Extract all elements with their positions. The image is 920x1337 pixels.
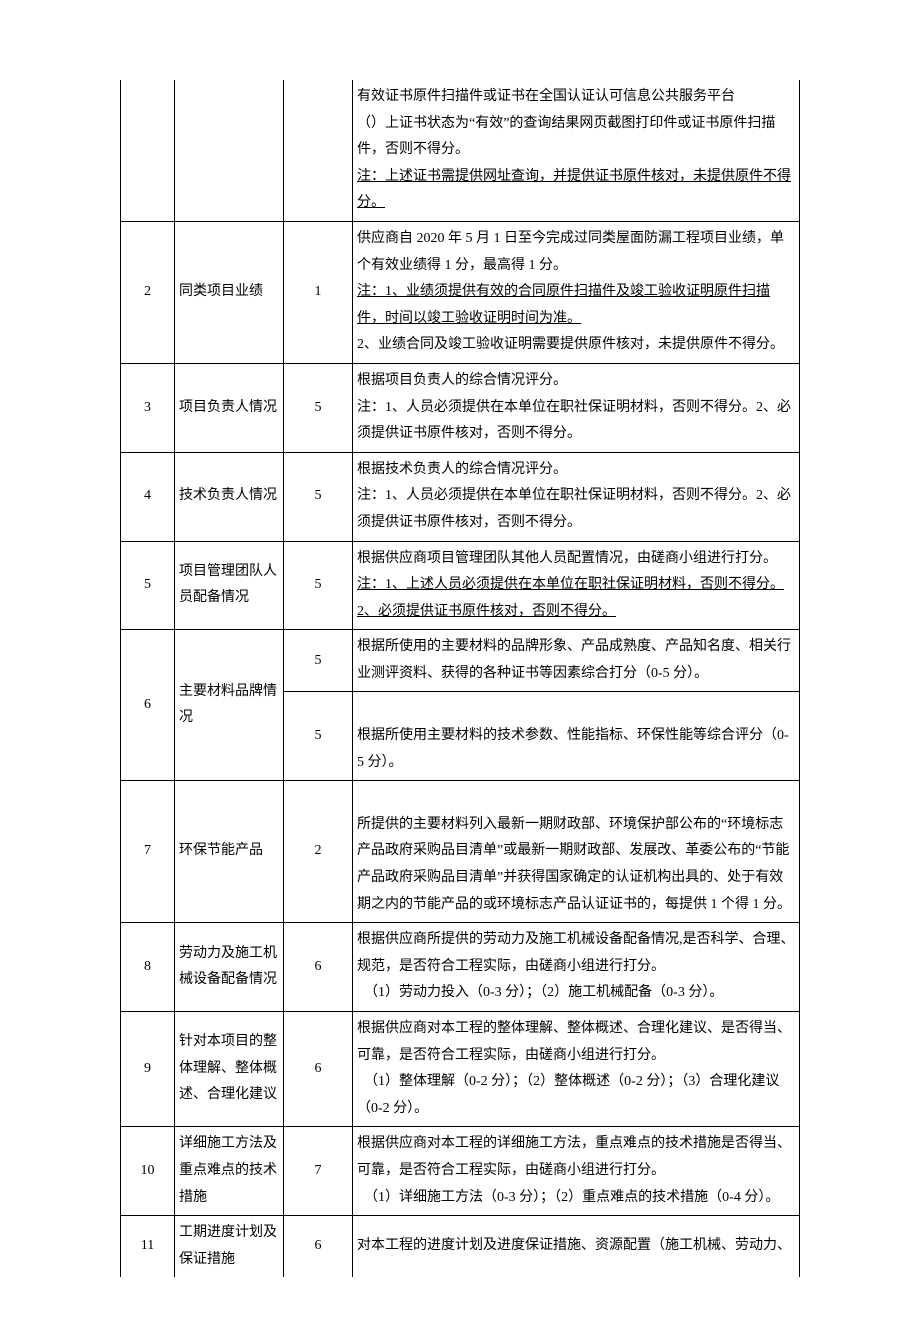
row-points <box>284 80 353 221</box>
row-name: 详细施工方法及重点难点的技术措施 <box>175 1127 284 1216</box>
row-desc: 根据供应商所提供的劳动力及施工机械设备配备情况,是否科学、合理、规范，是否符合工… <box>353 923 800 1012</box>
desc-text: 2、业绩合同及竣工验收证明需要提供原件核对，未提供原件不得分。 <box>357 337 784 352</box>
desc-text: 根据所使用的主要材料的品牌形象、产品成熟度、产品知名度、相关行业测评资料、获得的… <box>357 639 791 681</box>
row-points: 5 <box>284 692 353 781</box>
desc-text: （1）整体理解（0-2 分）；（2）整体概述（0-2 分）；（3）合理化建议（0… <box>357 1074 779 1116</box>
table-row: 11 工期进度计划及保证措施 6 对本工程的进度计划及进度保证措施、资源配置（施… <box>121 1216 800 1278</box>
desc-text-underlined: 注：1、业绩须提供有效的合同原件扫描件及竣工验收证明原件扫描件，时间以竣工验收证… <box>357 284 770 326</box>
desc-text: 根据供应商对本工程的详细施工方法，重点难点的技术措施是否得当、可靠，是否符合工程… <box>357 1136 791 1178</box>
row-number: 3 <box>121 363 175 452</box>
row-points: 2 <box>284 781 353 923</box>
row-name: 环保节能产品 <box>175 781 284 923</box>
row-name: 主要材料品牌情况 <box>175 630 284 781</box>
table-row: 9 针对本项目的整体理解、整体概述、合理化建议 6 根据供应商对本工程的整体理解… <box>121 1012 800 1127</box>
row-points: 6 <box>284 1216 353 1278</box>
row-points: 5 <box>284 452 353 541</box>
row-desc: 根据项目负责人的综合情况评分。 注：1、人员必须提供在本单位在职社保证明材料，否… <box>353 363 800 452</box>
row-desc: 根据所使用主要材料的技术参数、性能指标、环保性能等综合评分（0-5 分）。 <box>353 692 800 781</box>
row-name: 劳动力及施工机械设备配备情况 <box>175 923 284 1012</box>
table-row: 2 同类项目业绩 1 供应商自 2020 年 5 月 1 日至今完成过同类屋面防… <box>121 221 800 363</box>
row-desc: 供应商自 2020 年 5 月 1 日至今完成过同类屋面防漏工程项目业绩，单个有… <box>353 221 800 363</box>
row-number: 8 <box>121 923 175 1012</box>
desc-text: 根据供应商项目管理团队其他人员配置情况，由磋商小组进行打分。 <box>357 551 777 566</box>
table-row: 5 项目管理团队人员配备情况 5 根据供应商项目管理团队其他人员配置情况，由磋商… <box>121 541 800 630</box>
desc-text: 注：1、人员必须提供在本单位在职社保证明材料，否则不得分。2、必须提供证书原件核… <box>357 488 791 530</box>
table-row: 4 技术负责人情况 5 根据技术负责人的综合情况评分。 注：1、人员必须提供在本… <box>121 452 800 541</box>
row-desc: 根据供应商项目管理团队其他人员配置情况，由磋商小组进行打分。 注：1、上述人员必… <box>353 541 800 630</box>
table-row: 6 主要材料品牌情况 5 根据所使用的主要材料的品牌形象、产品成熟度、产品知名度… <box>121 630 800 692</box>
row-number <box>121 80 175 221</box>
row-desc: 有效证书原件扫描件或证书在全国认证认可信息公共服务平台 （）上证书状态为“有效”… <box>353 80 800 221</box>
desc-text-underlined: 注：上述证书需提供网址查询，并提供证书原件核对，未提供原件不得分。 <box>357 169 791 211</box>
row-number: 11 <box>121 1216 175 1278</box>
desc-text: 根据供应商对本工程的整体理解、整体概述、合理化建议、是否得当、可靠，是否符合工程… <box>357 1021 791 1063</box>
row-points: 6 <box>284 1012 353 1127</box>
table-row: 3 项目负责人情况 5 根据项目负责人的综合情况评分。 注：1、人员必须提供在本… <box>121 363 800 452</box>
row-points: 5 <box>284 630 353 692</box>
row-points: 5 <box>284 541 353 630</box>
table-row: 8 劳动力及施工机械设备配备情况 6 根据供应商所提供的劳动力及施工机械设备配备… <box>121 923 800 1012</box>
desc-text: 注：1、人员必须提供在本单位在职社保证明材料，否则不得分。2、必须提供证书原件核… <box>357 400 791 442</box>
row-name <box>175 80 284 221</box>
desc-text: （1）劳动力投入（0-3 分）；（2）施工机械配备（0-3 分）。 <box>357 985 723 1000</box>
row-number: 10 <box>121 1127 175 1216</box>
row-name: 项目负责人情况 <box>175 363 284 452</box>
desc-text: 根据项目负责人的综合情况评分。 <box>357 373 567 388</box>
row-number: 6 <box>121 630 175 781</box>
row-desc: 根据技术负责人的综合情况评分。 注：1、人员必须提供在本单位在职社保证明材料，否… <box>353 452 800 541</box>
row-desc: 根据供应商对本工程的详细施工方法，重点难点的技术措施是否得当、可靠，是否符合工程… <box>353 1127 800 1216</box>
desc-text: 根据所使用主要材料的技术参数、性能指标、环保性能等综合评分（0-5 分）。 <box>357 728 789 770</box>
desc-text: 对本工程的进度计划及进度保证措施、资源配置（施工机械、劳动力、 <box>357 1238 791 1253</box>
table-row: 7 环保节能产品 2 所提供的主要材料列入最新一期财政部、环境保护部公布的“环境… <box>121 781 800 923</box>
desc-text-underlined: 注：1、上述人员必须提供在本单位在职社保证明材料，否则不得分。 <box>357 577 784 592</box>
desc-text: 供应商自 2020 年 5 月 1 日至今完成过同类屋面防漏工程项目业绩，单个有… <box>357 231 784 273</box>
row-desc: 根据供应商对本工程的整体理解、整体概述、合理化建议、是否得当、可靠，是否符合工程… <box>353 1012 800 1127</box>
row-name: 工期进度计划及保证措施 <box>175 1216 284 1278</box>
row-name: 针对本项目的整体理解、整体概述、合理化建议 <box>175 1012 284 1127</box>
document-page: 有效证书原件扫描件或证书在全国认证认可信息公共服务平台 （）上证书状态为“有效”… <box>60 0 860 1337</box>
desc-text: 有效证书原件扫描件或证书在全国认证认可信息公共服务平台 <box>357 89 735 104</box>
row-points: 1 <box>284 221 353 363</box>
row-name: 同类项目业绩 <box>175 221 284 363</box>
row-name: 技术负责人情况 <box>175 452 284 541</box>
table-row: 10 详细施工方法及重点难点的技术措施 7 根据供应商对本工程的详细施工方法，重… <box>121 1127 800 1216</box>
row-number: 7 <box>121 781 175 923</box>
table-row: 有效证书原件扫描件或证书在全国认证认可信息公共服务平台 （）上证书状态为“有效”… <box>121 80 800 221</box>
desc-text-underlined: 2、必须提供证书原件核对，否则不得分。 <box>357 604 616 619</box>
row-points: 5 <box>284 363 353 452</box>
desc-text: 根据供应商所提供的劳动力及施工机械设备配备情况,是否科学、合理、规范，是否符合工… <box>357 932 795 974</box>
desc-text: （）上证书状态为“有效”的查询结果网页截图打印件或证书原件扫描件，否则不得分。 <box>357 116 775 158</box>
row-number: 4 <box>121 452 175 541</box>
desc-text: 所提供的主要材料列入最新一期财政部、环境保护部公布的“环境标志产品政府采购品目清… <box>357 817 791 912</box>
evaluation-criteria-table: 有效证书原件扫描件或证书在全国认证认可信息公共服务平台 （）上证书状态为“有效”… <box>120 80 800 1277</box>
desc-text: 根据技术负责人的综合情况评分。 <box>357 462 567 477</box>
row-number: 2 <box>121 221 175 363</box>
row-desc: 根据所使用的主要材料的品牌形象、产品成熟度、产品知名度、相关行业测评资料、获得的… <box>353 630 800 692</box>
desc-text: （1）详细施工方法（0-3 分）；（2）重点难点的技术措施（0-4 分）。 <box>357 1190 779 1205</box>
row-desc: 所提供的主要材料列入最新一期财政部、环境保护部公布的“环境标志产品政府采购品目清… <box>353 781 800 923</box>
row-desc: 对本工程的进度计划及进度保证措施、资源配置（施工机械、劳动力、 <box>353 1216 800 1278</box>
row-number: 9 <box>121 1012 175 1127</box>
row-points: 6 <box>284 923 353 1012</box>
row-points: 7 <box>284 1127 353 1216</box>
row-number: 5 <box>121 541 175 630</box>
row-name: 项目管理团队人员配备情况 <box>175 541 284 630</box>
